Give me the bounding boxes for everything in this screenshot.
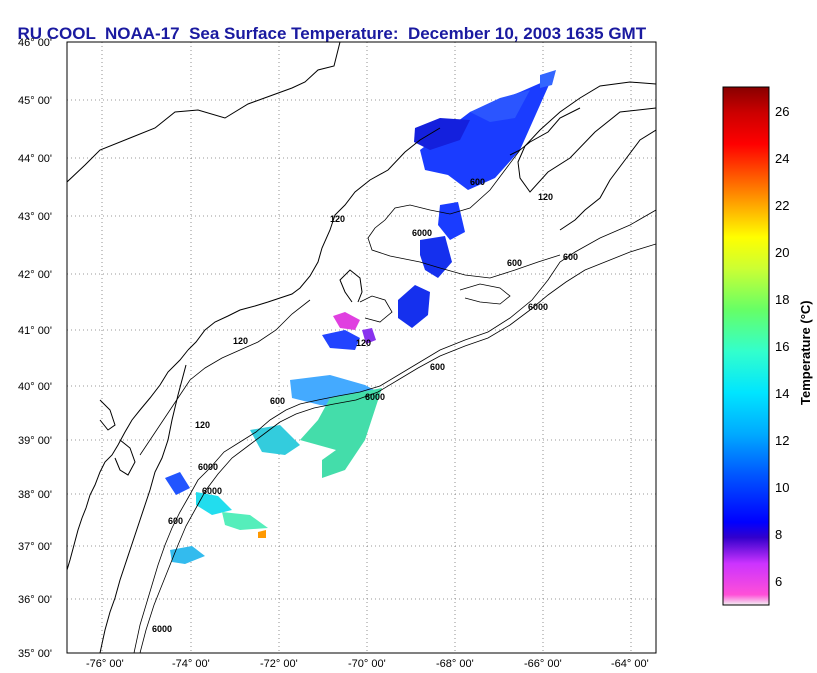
isobath-label: 120 [356,338,371,348]
colorbar-tick: 14 [775,386,789,401]
isobath-label: 6000 [152,624,172,634]
isobath-labels: 120 600 6000 120 600 6000 600 6000 120 6… [152,177,578,634]
colorbar-tick: 6 [775,574,782,589]
sst-patch-cape-hatteras-blue [165,472,190,495]
lon-label: -74° 00' [172,658,210,670]
lat-label: 44° 00' [18,153,52,165]
isobath-label: 600 [470,177,485,187]
colorbar-label: Temperature (°C) [798,300,813,405]
map-title: RU COOL NOAA-17 Sea Surface Temperature:… [8,4,646,44]
sst-patch-magenta-shoals [333,312,360,330]
colorbar-tick: 16 [775,339,789,354]
sst-patch-georges-south [398,285,430,328]
lat-label: 35° 00' [18,648,52,660]
lat-label: 42° 00' [18,269,52,281]
colorbar-tick: 20 [775,245,789,260]
lat-label: 38° 00' [18,489,52,501]
colorbar-tick: 18 [775,292,789,307]
sst-patch-georges-mid [420,236,452,278]
sst-patch-maine-coast [470,90,530,122]
longitude-labels: -76° 00' -74° 00' -72° 00' -70° 00' -68°… [86,658,649,670]
sst-patch-nantucket [322,330,360,350]
lat-label: 46° 00' [18,37,52,49]
sst-patch-violet [362,328,376,344]
colorbar-gradient [722,86,770,606]
title-product: Sea Surface Temperature: [189,24,399,43]
sst-patch-gulf-of-maine-dark [414,118,470,150]
isobath-label: 6000 [528,302,548,312]
isobath-label: 120 [195,420,210,430]
lon-label: -68° 00' [436,658,474,670]
isobath-label: 600 [507,258,522,268]
isobath-label: 6000 [365,392,385,402]
isobath-label: 6000 [412,228,432,238]
colorbar-tick: 8 [775,527,782,542]
title-datetime: December 10, 2003 1635 GMT [407,24,647,43]
lat-label: 37° 00' [18,541,52,553]
sst-patch-hatteras-cyan [170,546,205,564]
isobath-label: 600 [430,362,445,372]
lat-label: 41° 00' [18,325,52,337]
sst-patch-orange-pixel [258,530,266,538]
lon-label: -72° 00' [260,658,298,670]
bathymetry-contours [133,149,656,653]
lat-label: 43° 00' [18,211,52,223]
isobath-label: 6000 [202,486,222,496]
coastline [67,42,656,653]
temperature-colorbar: 26 24 22 20 18 16 14 12 10 8 6 Temperatu… [722,86,813,606]
colorbar-tick: 24 [775,151,789,166]
sst-patch-slope-cyan [250,425,300,455]
isobath-label: 120 [233,336,248,346]
lat-label: 45° 00' [18,95,52,107]
lat-label: 39° 00' [18,435,52,447]
colorbar-tick: 10 [775,480,789,495]
isobath-label: 600 [563,252,578,262]
latitude-labels: 46° 00' 45° 00' 44° 00' 43° 00' 42° 00' … [18,37,52,660]
title-source: RU COOL [17,24,96,43]
map-background [67,42,656,653]
colorbar-tick: 12 [775,433,789,448]
sst-patch-southern-green [222,512,268,530]
lat-label: 40° 00' [18,381,52,393]
isobath-label: 120 [538,192,553,202]
sst-patch-fundy [540,70,556,88]
colorbar-tick: 26 [775,104,789,119]
lon-label: -64° 00' [611,658,649,670]
lat-label: 36° 00' [18,594,52,606]
lon-label: -76° 00' [86,658,124,670]
lon-label: -70° 00' [348,658,386,670]
colorbar-tick: 22 [775,198,789,213]
sst-patch-southern-cyan [196,492,232,515]
isobath-label: 600 [168,516,183,526]
isobath-label: 6000 [198,462,218,472]
isobath-label: 120 [330,214,345,224]
map-frame [66,41,657,654]
isobath-label: 600 [270,396,285,406]
lon-label: -66° 00' [524,658,562,670]
title-satellite: NOAA-17 [104,24,180,43]
sst-patch-slope-green [300,388,382,478]
